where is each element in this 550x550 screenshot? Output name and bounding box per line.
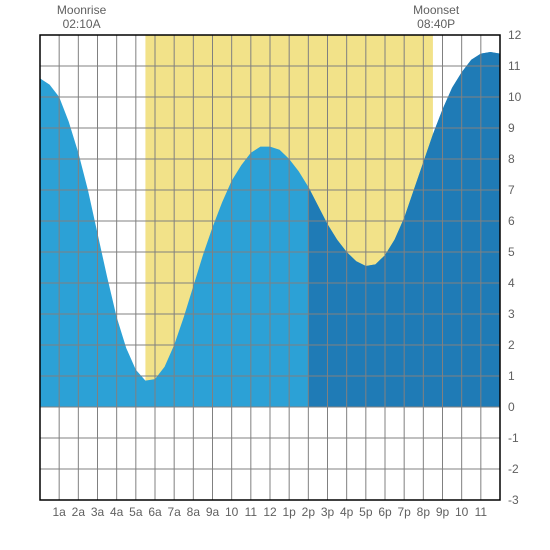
x-tick-label: 6p [378, 505, 392, 519]
y-tick-label: 1 [508, 369, 515, 383]
x-tick-label: 3p [321, 505, 335, 519]
x-tick-label: 8a [187, 505, 201, 519]
x-tick-label: 11 [475, 505, 488, 519]
x-tick-label: 4p [340, 505, 354, 519]
x-tick-label: 7a [167, 505, 181, 519]
y-tick-label: 10 [508, 90, 522, 104]
y-tick-label: 5 [508, 245, 515, 259]
y-tick-label: 4 [508, 276, 515, 290]
x-tick-label: 9p [436, 505, 450, 519]
x-tick-label: 10 [455, 505, 469, 519]
x-tick-label: 8p [417, 505, 431, 519]
x-tick-label: 5p [359, 505, 373, 519]
y-tick-label: 3 [508, 307, 515, 321]
moonset-time: 08:40P [417, 17, 455, 31]
x-tick-label: 4a [110, 505, 124, 519]
x-tick-label: 10 [225, 505, 239, 519]
x-tick-label: 2p [302, 505, 316, 519]
moonrise-title: Moonrise [57, 3, 107, 17]
y-tick-label: -3 [508, 493, 519, 507]
y-tick-label: 6 [508, 214, 515, 228]
y-tick-label: -1 [508, 431, 519, 445]
x-tick-label: 12 [263, 505, 277, 519]
tide-chart: 1211109876543210-1-2-31a2a3a4a5a6a7a8a9a… [0, 0, 550, 550]
x-tick-label: 7p [397, 505, 411, 519]
y-tick-label: 12 [508, 28, 522, 42]
moonset-title: Moonset [413, 3, 460, 17]
chart-svg: 1211109876543210-1-2-31a2a3a4a5a6a7a8a9a… [0, 0, 550, 550]
x-tick-label: 9a [206, 505, 220, 519]
y-tick-label: 11 [508, 59, 521, 73]
y-tick-label: 8 [508, 152, 515, 166]
x-tick-label: 5a [129, 505, 143, 519]
x-tick-label: 1p [282, 505, 296, 519]
y-tick-label: 0 [508, 400, 515, 414]
y-tick-label: 2 [508, 338, 515, 352]
x-tick-label: 3a [91, 505, 105, 519]
x-tick-label: 2a [72, 505, 86, 519]
moonrise-time: 02:10A [63, 17, 101, 31]
y-tick-label: 7 [508, 183, 515, 197]
x-tick-label: 6a [148, 505, 162, 519]
x-tick-label: 11 [245, 505, 258, 519]
y-tick-label: -2 [508, 462, 519, 476]
x-tick-label: 1a [52, 505, 66, 519]
y-tick-label: 9 [508, 121, 515, 135]
